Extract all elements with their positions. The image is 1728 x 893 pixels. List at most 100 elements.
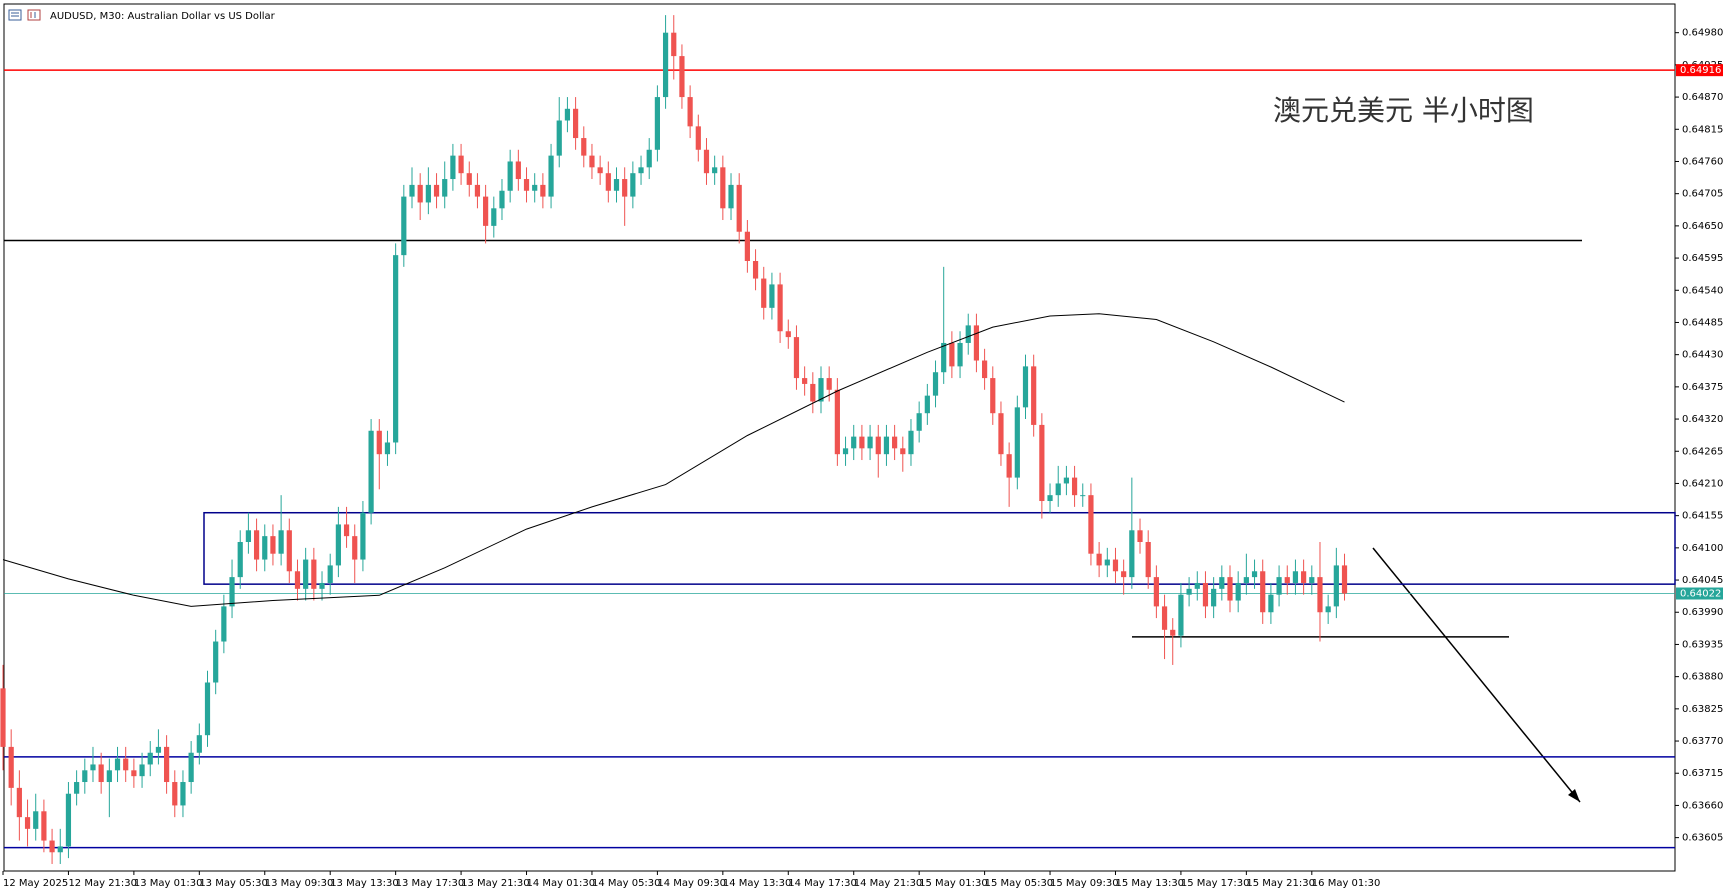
candle-body bbox=[1145, 541, 1151, 578]
chart-title: AUDUSD, M30: Australian Dollar vs US Dol… bbox=[50, 11, 276, 22]
candle-body bbox=[638, 167, 644, 174]
candle-body bbox=[16, 787, 22, 818]
candle-body bbox=[859, 436, 865, 449]
candle-body bbox=[1260, 571, 1266, 613]
candle-body bbox=[687, 97, 693, 127]
candle-body bbox=[646, 149, 652, 168]
y-tick-label: 0.64705 bbox=[1682, 189, 1723, 200]
x-tick-label: 15 May 01:30 bbox=[919, 878, 988, 889]
candle-body bbox=[417, 184, 423, 203]
candle-body bbox=[1317, 577, 1323, 613]
candle-body bbox=[924, 395, 930, 414]
candle-body bbox=[1055, 483, 1061, 496]
candle-body bbox=[810, 383, 816, 402]
candle-body bbox=[1121, 571, 1127, 578]
candle-body bbox=[180, 782, 186, 806]
candle-body bbox=[851, 436, 857, 449]
candle-body bbox=[433, 184, 440, 197]
candle-body bbox=[875, 436, 881, 455]
candle-body bbox=[949, 342, 955, 367]
candle-body bbox=[311, 559, 317, 589]
candle-body bbox=[483, 196, 489, 226]
candle-body bbox=[965, 325, 971, 343]
candle-body bbox=[425, 184, 431, 203]
candle-body bbox=[1178, 594, 1184, 636]
candle-body bbox=[515, 161, 521, 180]
candle-body bbox=[581, 138, 587, 156]
current-price-tag-bg bbox=[1676, 587, 1723, 600]
candle-body bbox=[998, 413, 1004, 455]
candle-body bbox=[123, 758, 129, 771]
candle-body bbox=[1341, 565, 1348, 594]
candle-body bbox=[376, 430, 382, 455]
candle-body bbox=[1104, 559, 1110, 566]
candle-body bbox=[671, 32, 677, 57]
y-tick-label: 0.64375 bbox=[1682, 382, 1723, 393]
x-tick-label: 14 May 13:30 bbox=[723, 878, 792, 889]
candle-body bbox=[204, 682, 211, 736]
candle-body bbox=[842, 448, 849, 455]
candle-body bbox=[278, 530, 284, 554]
y-tick-label: 0.63935 bbox=[1682, 639, 1723, 650]
candle-body bbox=[466, 173, 472, 185]
candle-body bbox=[1153, 577, 1159, 607]
candle-body bbox=[491, 208, 497, 226]
candle-body bbox=[1080, 495, 1086, 497]
candle-body bbox=[573, 108, 579, 139]
candle-body bbox=[90, 764, 96, 771]
candle-body bbox=[303, 559, 309, 589]
candle-body bbox=[982, 360, 988, 379]
candle-body bbox=[172, 782, 178, 806]
y-tick-label: 0.63660 bbox=[1682, 800, 1723, 811]
candle-body bbox=[1031, 366, 1037, 425]
x-tick-label: 16 May 01:30 bbox=[1312, 878, 1381, 889]
candle-body bbox=[1251, 571, 1258, 578]
candle-body bbox=[548, 155, 554, 197]
candle-body bbox=[1301, 571, 1307, 583]
x-tick-label: 14 May 09:30 bbox=[657, 878, 726, 889]
candle-body bbox=[147, 752, 153, 765]
candle-body bbox=[523, 179, 530, 191]
y-tick-label: 0.64815 bbox=[1682, 124, 1723, 135]
candle-body bbox=[867, 436, 873, 449]
candle-body bbox=[1170, 629, 1176, 636]
candle-body bbox=[270, 536, 276, 554]
candle-body bbox=[401, 196, 407, 256]
candle-body bbox=[1235, 582, 1241, 601]
current-price-tag: 0.64022 bbox=[1680, 589, 1721, 600]
candle-body bbox=[761, 278, 767, 308]
candle-body bbox=[213, 641, 219, 683]
moving-average bbox=[2, 313, 1345, 607]
x-tick-label: 13 May 05:30 bbox=[199, 878, 268, 889]
candle-body bbox=[1022, 366, 1029, 408]
candle-body bbox=[0, 688, 6, 747]
arrow bbox=[1372, 547, 1581, 803]
candle-body bbox=[1333, 565, 1339, 607]
candle-body bbox=[229, 577, 235, 607]
candle-body bbox=[1292, 571, 1299, 583]
x-tick-label: 12 May 2025 bbox=[3, 878, 68, 889]
candle-body bbox=[1268, 594, 1274, 613]
candle-body bbox=[1096, 553, 1102, 566]
x-tick-label: 14 May 01:30 bbox=[527, 878, 596, 889]
candle-body bbox=[114, 758, 121, 771]
candle-body bbox=[164, 746, 170, 783]
candle-body bbox=[613, 179, 620, 191]
candle-body bbox=[294, 571, 301, 589]
y-tick-label: 0.63605 bbox=[1682, 833, 1723, 844]
candle-body bbox=[1186, 588, 1192, 595]
candle-body bbox=[458, 155, 464, 174]
candle-body bbox=[785, 331, 791, 338]
y-tick-label: 0.64265 bbox=[1682, 446, 1723, 457]
candle-body bbox=[1129, 530, 1135, 578]
y-tick-label: 0.64045 bbox=[1682, 575, 1723, 586]
candle-body bbox=[335, 524, 341, 566]
y-tick-label: 0.64650 bbox=[1682, 221, 1723, 232]
y-tick-label: 0.64155 bbox=[1682, 511, 1723, 522]
x-tick-label: 13 May 17:30 bbox=[396, 878, 465, 889]
candle-body bbox=[319, 582, 325, 589]
candle-body bbox=[818, 378, 824, 402]
x-tick-label: 14 May 17:30 bbox=[788, 878, 857, 889]
candle-body bbox=[826, 378, 832, 390]
y-tick-label: 0.63770 bbox=[1682, 736, 1723, 747]
